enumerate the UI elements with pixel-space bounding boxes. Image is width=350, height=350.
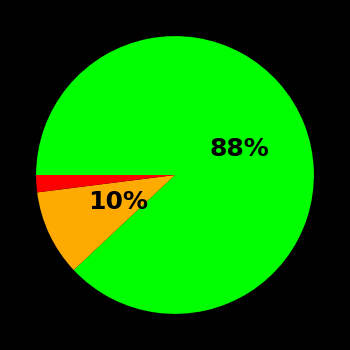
Text: 10%: 10%	[89, 190, 148, 214]
Wedge shape	[37, 175, 175, 270]
Text: 88%: 88%	[210, 138, 270, 161]
Wedge shape	[36, 175, 175, 192]
Wedge shape	[36, 36, 314, 314]
